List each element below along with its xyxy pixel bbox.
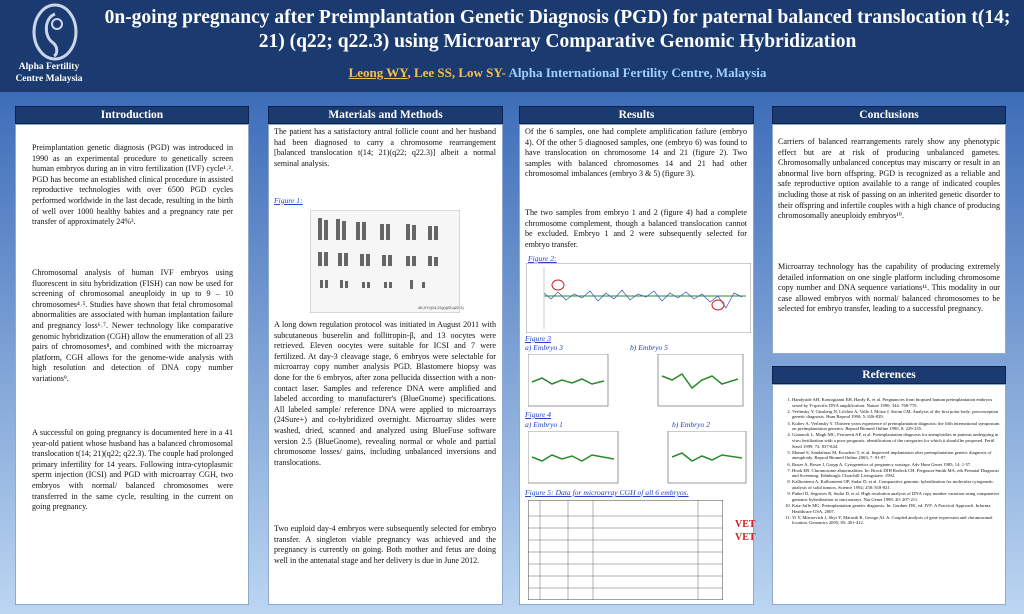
figure-label: Figure 1: [274, 196, 303, 205]
annotation: VET [735, 519, 756, 530]
aCGH-plot [526, 263, 751, 333]
section-header: Results [519, 106, 754, 124]
section-header: Conclusions [772, 106, 1006, 124]
reference: Bosze A, Bosze J, Gropp A. Cytogenetics … [792, 462, 1000, 468]
figure-label: Figure 4 [525, 410, 552, 419]
figure-caption: 46,XY,t(14;21)(q22;q22.3) [418, 305, 464, 310]
section-header: Introduction [15, 106, 249, 124]
logo-text: Alpha Fertility Centre Malaysia [15, 62, 83, 84]
figure-label: a) Embryo 3 [525, 343, 563, 352]
aCGH-plots [528, 354, 744, 407]
authors: Leong WY, Lee SS, Low SY- Alpha Internat… [100, 65, 1015, 81]
reference: Hook EB. Chromosome abnormalities. In: B… [792, 468, 1000, 479]
header-band [0, 0, 1024, 92]
reference: Handyside AH, Kontogianni EH, Hardy K, e… [792, 397, 1000, 408]
paragraph: A successful on going pregnancy is docum… [32, 428, 233, 512]
paragraph: Preimplantation genetic diagnosis (PGD) … [32, 143, 233, 227]
reference-list: Handyside AH, Kontogianni EH, Hardy K, e… [778, 397, 1000, 527]
affiliation: Alpha International Fertility Centre, Ma… [508, 65, 767, 80]
figure-label: Figure 3 [525, 334, 552, 343]
paragraph: A long down regulation protocol was init… [274, 320, 496, 467]
paragraph: Chromosomal analysis of human IVF embryo… [32, 268, 233, 383]
paragraph: The patient has a satisfactory antral fo… [274, 127, 496, 168]
figure-label: Figure 2: [528, 254, 557, 263]
column [15, 124, 249, 605]
aCGH-plots [528, 431, 747, 484]
logo [32, 3, 78, 61]
column [772, 124, 1006, 354]
figure-label: Figure 5: Data for microarray CGH of all… [525, 488, 689, 497]
author: Leong WY [348, 65, 408, 80]
reference: Verlinsky Y, Ginsberg N, Lifchez A, Vall… [792, 409, 1000, 420]
reference: Yi Y, Mirosevich J, Shyr Y, Matusik R, G… [792, 515, 1000, 526]
paragraph: The two samples from embryo 1 and 2 (fig… [525, 208, 747, 249]
figure-label: b) Embryo 2 [672, 420, 710, 429]
author: , Lee SS, Low SY- [407, 65, 509, 80]
paragraph: Microarray technology has the capability… [778, 262, 1000, 314]
karyotype-image [310, 210, 460, 313]
reference: Kuliev A, Verlinsky Y. Thirteen years ex… [792, 421, 1000, 432]
reference: Kallioniemi A, Kallioniemi OP, Sudar D, … [792, 479, 1000, 490]
column [268, 124, 503, 605]
paragraph: Two euploid day-4 embryos were subsequen… [274, 524, 496, 565]
annotation: VET [735, 532, 756, 543]
results-table [528, 500, 723, 600]
figure-label: a) Embryo 1 [525, 420, 563, 429]
reference: Pinkel D, Segraves R, Sudar D, et al. Hi… [792, 491, 1000, 502]
reference: Gianaroli L, Magli MC, Ferraretti AP, et… [792, 432, 1000, 449]
reference: Munné S, Sandalinas M, Escudero T, et al… [792, 450, 1000, 461]
paragraph: Of the 6 samples, one had complete ampli… [525, 127, 747, 179]
reference: Katz-Jaffe MG. Preimplantation genetic d… [792, 503, 1000, 514]
section-header: Materials and Methods [268, 106, 503, 124]
paragraph: Carriers of balanced rearrangements rare… [778, 137, 1000, 221]
column [772, 384, 1006, 605]
section-header: References [772, 366, 1006, 384]
figure-label: b) Embryo 5 [630, 343, 668, 352]
poster-title: 0n-going pregnancy after Preimplantation… [104, 7, 1011, 52]
